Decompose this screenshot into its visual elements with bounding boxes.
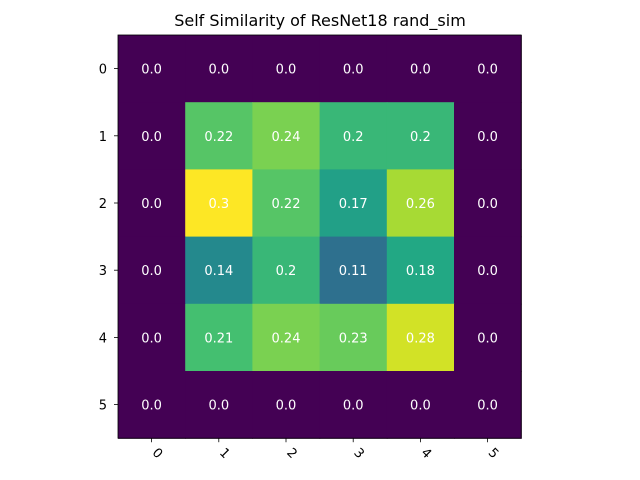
cell-label-2-2: 0.22 [272,197,301,212]
heatmap-cell-2-1 [185,169,253,238]
cell-label-2-5: 0.0 [477,197,498,212]
heatmap-cell-4-3 [319,303,388,372]
cell-label-2-3: 0.17 [339,197,368,212]
x-tick-label-5: 5 [485,445,501,461]
heatmap-cell-1-3 [319,102,388,170]
cell-label-3-5: 0.0 [477,264,498,279]
cell-label-3-3: 0.11 [339,264,368,279]
cell-label-5-5: 0.0 [477,399,498,414]
heatmap-cell-0-2 [252,35,321,103]
heatmap-cell-4-2 [252,303,321,372]
heatmap-cell-3-0 [118,236,186,305]
heatmap-cell-0-3 [319,35,388,103]
heatmap-cell-3-3 [319,236,388,305]
heatmap-cell-2-4 [386,169,455,238]
cell-label-0-4: 0.0 [410,63,431,78]
cell-label-5-2: 0.0 [276,399,297,414]
x-tick-label-0: 0 [149,445,165,461]
cell-label-4-2: 0.24 [272,331,301,346]
cell-label-5-4: 0.0 [410,399,431,414]
heatmap-cell-1-5 [454,102,522,170]
heatmap-cell-4-0 [118,303,186,372]
heatmap-cell-3-4 [386,236,455,305]
heatmap-cell-0-5 [454,35,522,103]
heatmap-cells [118,35,522,439]
cell-label-5-0: 0.0 [141,399,162,414]
cell-label-1-2: 0.24 [272,130,301,145]
heatmap-cell-5-3 [319,371,388,439]
x-tick-label-2: 2 [283,445,299,461]
heatmap-cell-1-0 [118,102,186,170]
cell-label-1-0: 0.0 [141,130,162,145]
cell-label-3-1: 0.14 [204,264,233,279]
x-tick-label-3: 3 [350,445,366,461]
cell-label-3-4: 0.18 [406,264,435,279]
heatmap-cell-1-4 [386,102,455,170]
heatmap-cell-3-1 [185,236,253,305]
heatmap-cell-5-5 [454,371,522,439]
y-tick-label-1: 1 [99,130,107,145]
heatmap-cell-2-5 [454,169,522,238]
y-tick-label-3: 3 [99,264,107,279]
heatmap-cell-5-4 [386,371,455,439]
heatmap-cell-3-2 [252,236,321,305]
y-tick-label-0: 0 [99,63,107,78]
heatmap-cell-5-0 [118,371,186,439]
heatmap-cell-1-1 [185,102,253,170]
y-tick-label-4: 4 [99,331,107,346]
heatmap-cell-0-1 [185,35,253,103]
cell-label-4-1: 0.21 [204,331,233,346]
x-tick-label-4: 4 [418,445,434,461]
cell-label-3-0: 0.0 [141,264,162,279]
plot-frame [117,34,522,439]
cell-label-0-2: 0.0 [276,63,297,78]
y-tick-label-5: 5 [99,399,107,414]
cell-label-1-4: 0.2 [410,130,431,145]
y-tick-label-2: 2 [99,197,107,212]
heatmap-cell-4-5 [454,303,522,372]
chart-title: Self Similarity of ResNet18 rand_sim [174,11,466,31]
cell-label-3-2: 0.2 [276,264,297,279]
heatmap-cell-4-1 [185,303,253,372]
axes: 0 1 2 3 4 5 0 1 2 3 4 5 [99,34,522,462]
heatmap-cell-2-0 [118,169,186,238]
heatmap-cell-4-4 [386,303,455,372]
cell-label-1-1: 0.22 [204,130,233,145]
heatmap-cell-1-2 [252,102,321,170]
heatmap-cell-2-2 [252,169,321,238]
cell-labels: 0.0 0.0 0.0 0.0 0.0 0.0 0.0 0.22 0.24 0.2 0.2 0.0 0.… [141,63,498,414]
heatmap-cell-0-4 [386,35,455,103]
heatmap-cell-0-0 [118,35,186,103]
x-tick-label-1: 1 [216,445,232,461]
cell-label-4-0: 0.0 [141,331,162,346]
cell-label-4-4: 0.28 [406,331,435,346]
cell-label-4-5: 0.0 [477,331,498,346]
cell-label-2-4: 0.26 [406,197,435,212]
cell-label-4-3: 0.23 [339,331,368,346]
cell-label-5-1: 0.0 [208,399,229,414]
cell-label-0-1: 0.0 [208,63,229,78]
cell-label-2-0: 0.0 [141,197,162,212]
heatmap-cell-3-5 [454,236,522,305]
cell-label-5-3: 0.0 [343,399,364,414]
cell-label-0-3: 0.0 [343,63,364,78]
cell-label-1-5: 0.0 [477,130,498,145]
cell-label-1-3: 0.2 [343,130,364,145]
heatmap-cell-5-2 [252,371,321,439]
heatmap-cell-5-1 [185,371,253,439]
heatmap-cell-2-3 [319,169,388,238]
cell-label-2-1: 0.3 [208,197,229,212]
cell-label-0-0: 0.0 [141,63,162,78]
cell-label-0-5: 0.0 [477,63,498,78]
